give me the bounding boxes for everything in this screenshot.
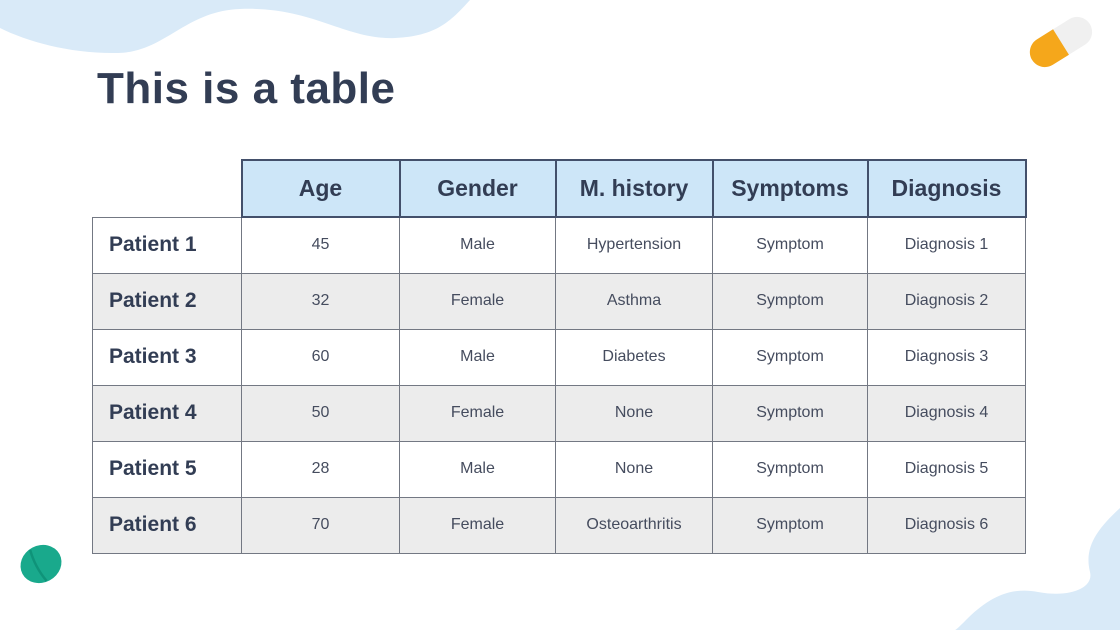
table-row: Patient 2 32 Female Asthma Symptom Diagnosis …: [92, 272, 1026, 330]
table-cell: Symptom: [712, 328, 868, 386]
table-cell: Symptom: [712, 440, 868, 498]
table-cell: Symptom: [712, 496, 868, 554]
column-header: Symptoms: [711, 159, 869, 218]
table-cell: Female: [399, 272, 556, 330]
table-cell: Diagnosis 3: [867, 328, 1026, 386]
table-cell: 45: [241, 216, 400, 274]
table-cell: Symptom: [712, 272, 868, 330]
row-label: Patient 3: [92, 328, 242, 386]
table-cell: Asthma: [555, 272, 713, 330]
table-row: Patient 4 50 Female None Symptom Diagnosis 4: [92, 384, 1026, 442]
table-cell: Male: [399, 216, 556, 274]
table-cell: Female: [399, 384, 556, 442]
column-header: Gender: [398, 159, 557, 218]
table-cell: Diabetes: [555, 328, 713, 386]
table-cell: Diagnosis 1: [867, 216, 1026, 274]
row-label: Patient 2: [92, 272, 242, 330]
row-label: Patient 5: [92, 440, 242, 498]
table-cell: None: [555, 440, 713, 498]
table-cell: Diagnosis 4: [867, 384, 1026, 442]
wave-blob-bottom-right-shape: [955, 508, 1120, 630]
table-row: Patient 1 45 Male Hypertension Symptom Diagno…: [92, 216, 1026, 274]
table-cell: Male: [399, 440, 556, 498]
table-cell: Diagnosis 6: [867, 496, 1026, 554]
capsule-icon: [1029, 16, 1093, 68]
table-row: Patient 6 70 Female Osteoarthritis Symptom Di…: [92, 496, 1026, 554]
table-cell: Osteoarthritis: [555, 496, 713, 554]
table-cell: 28: [241, 440, 400, 498]
column-header: Diagnosis: [866, 159, 1027, 218]
table-cell: 32: [241, 272, 400, 330]
column-header: M. history: [554, 159, 714, 218]
table-cell: None: [555, 384, 713, 442]
table-cell: Symptom: [712, 216, 868, 274]
table-cell: Symptom: [712, 384, 868, 442]
table-cell: Hypertension: [555, 216, 713, 274]
row-label: Patient 1: [92, 216, 242, 274]
table-row: Patient 3 60 Male Diabetes Symptom Diagnosis …: [92, 328, 1026, 386]
corner-cell: [93, 160, 242, 217]
column-header: Age: [240, 159, 401, 218]
row-label: Patient 6: [92, 496, 242, 554]
table-cell: Diagnosis 2: [867, 272, 1026, 330]
row-label: Patient 4: [92, 384, 242, 442]
patients-table: Age Gender M. history Symptoms Diagnosis Pat…: [92, 159, 1027, 554]
page-title: This is a table: [97, 64, 396, 113]
patients-table-body: Patient 1 45 Male Hypertension Symptom Diagno…: [92, 216, 1026, 554]
table-cell: 60: [241, 328, 400, 386]
wave-blob-top-left-shape: [0, 0, 470, 54]
table-cell: Male: [399, 328, 556, 386]
table-cell: 50: [241, 384, 400, 442]
table-cell: Diagnosis 5: [867, 440, 1026, 498]
table-cell: Female: [399, 496, 556, 554]
table-cell: 70: [241, 496, 400, 554]
table-header-row: Age Gender M. history Symptoms Diagnosis: [93, 159, 1027, 218]
table-row: Patient 5 28 Male None Symptom Diagnosis 5: [92, 440, 1026, 498]
tablet-icon: [20, 544, 62, 584]
